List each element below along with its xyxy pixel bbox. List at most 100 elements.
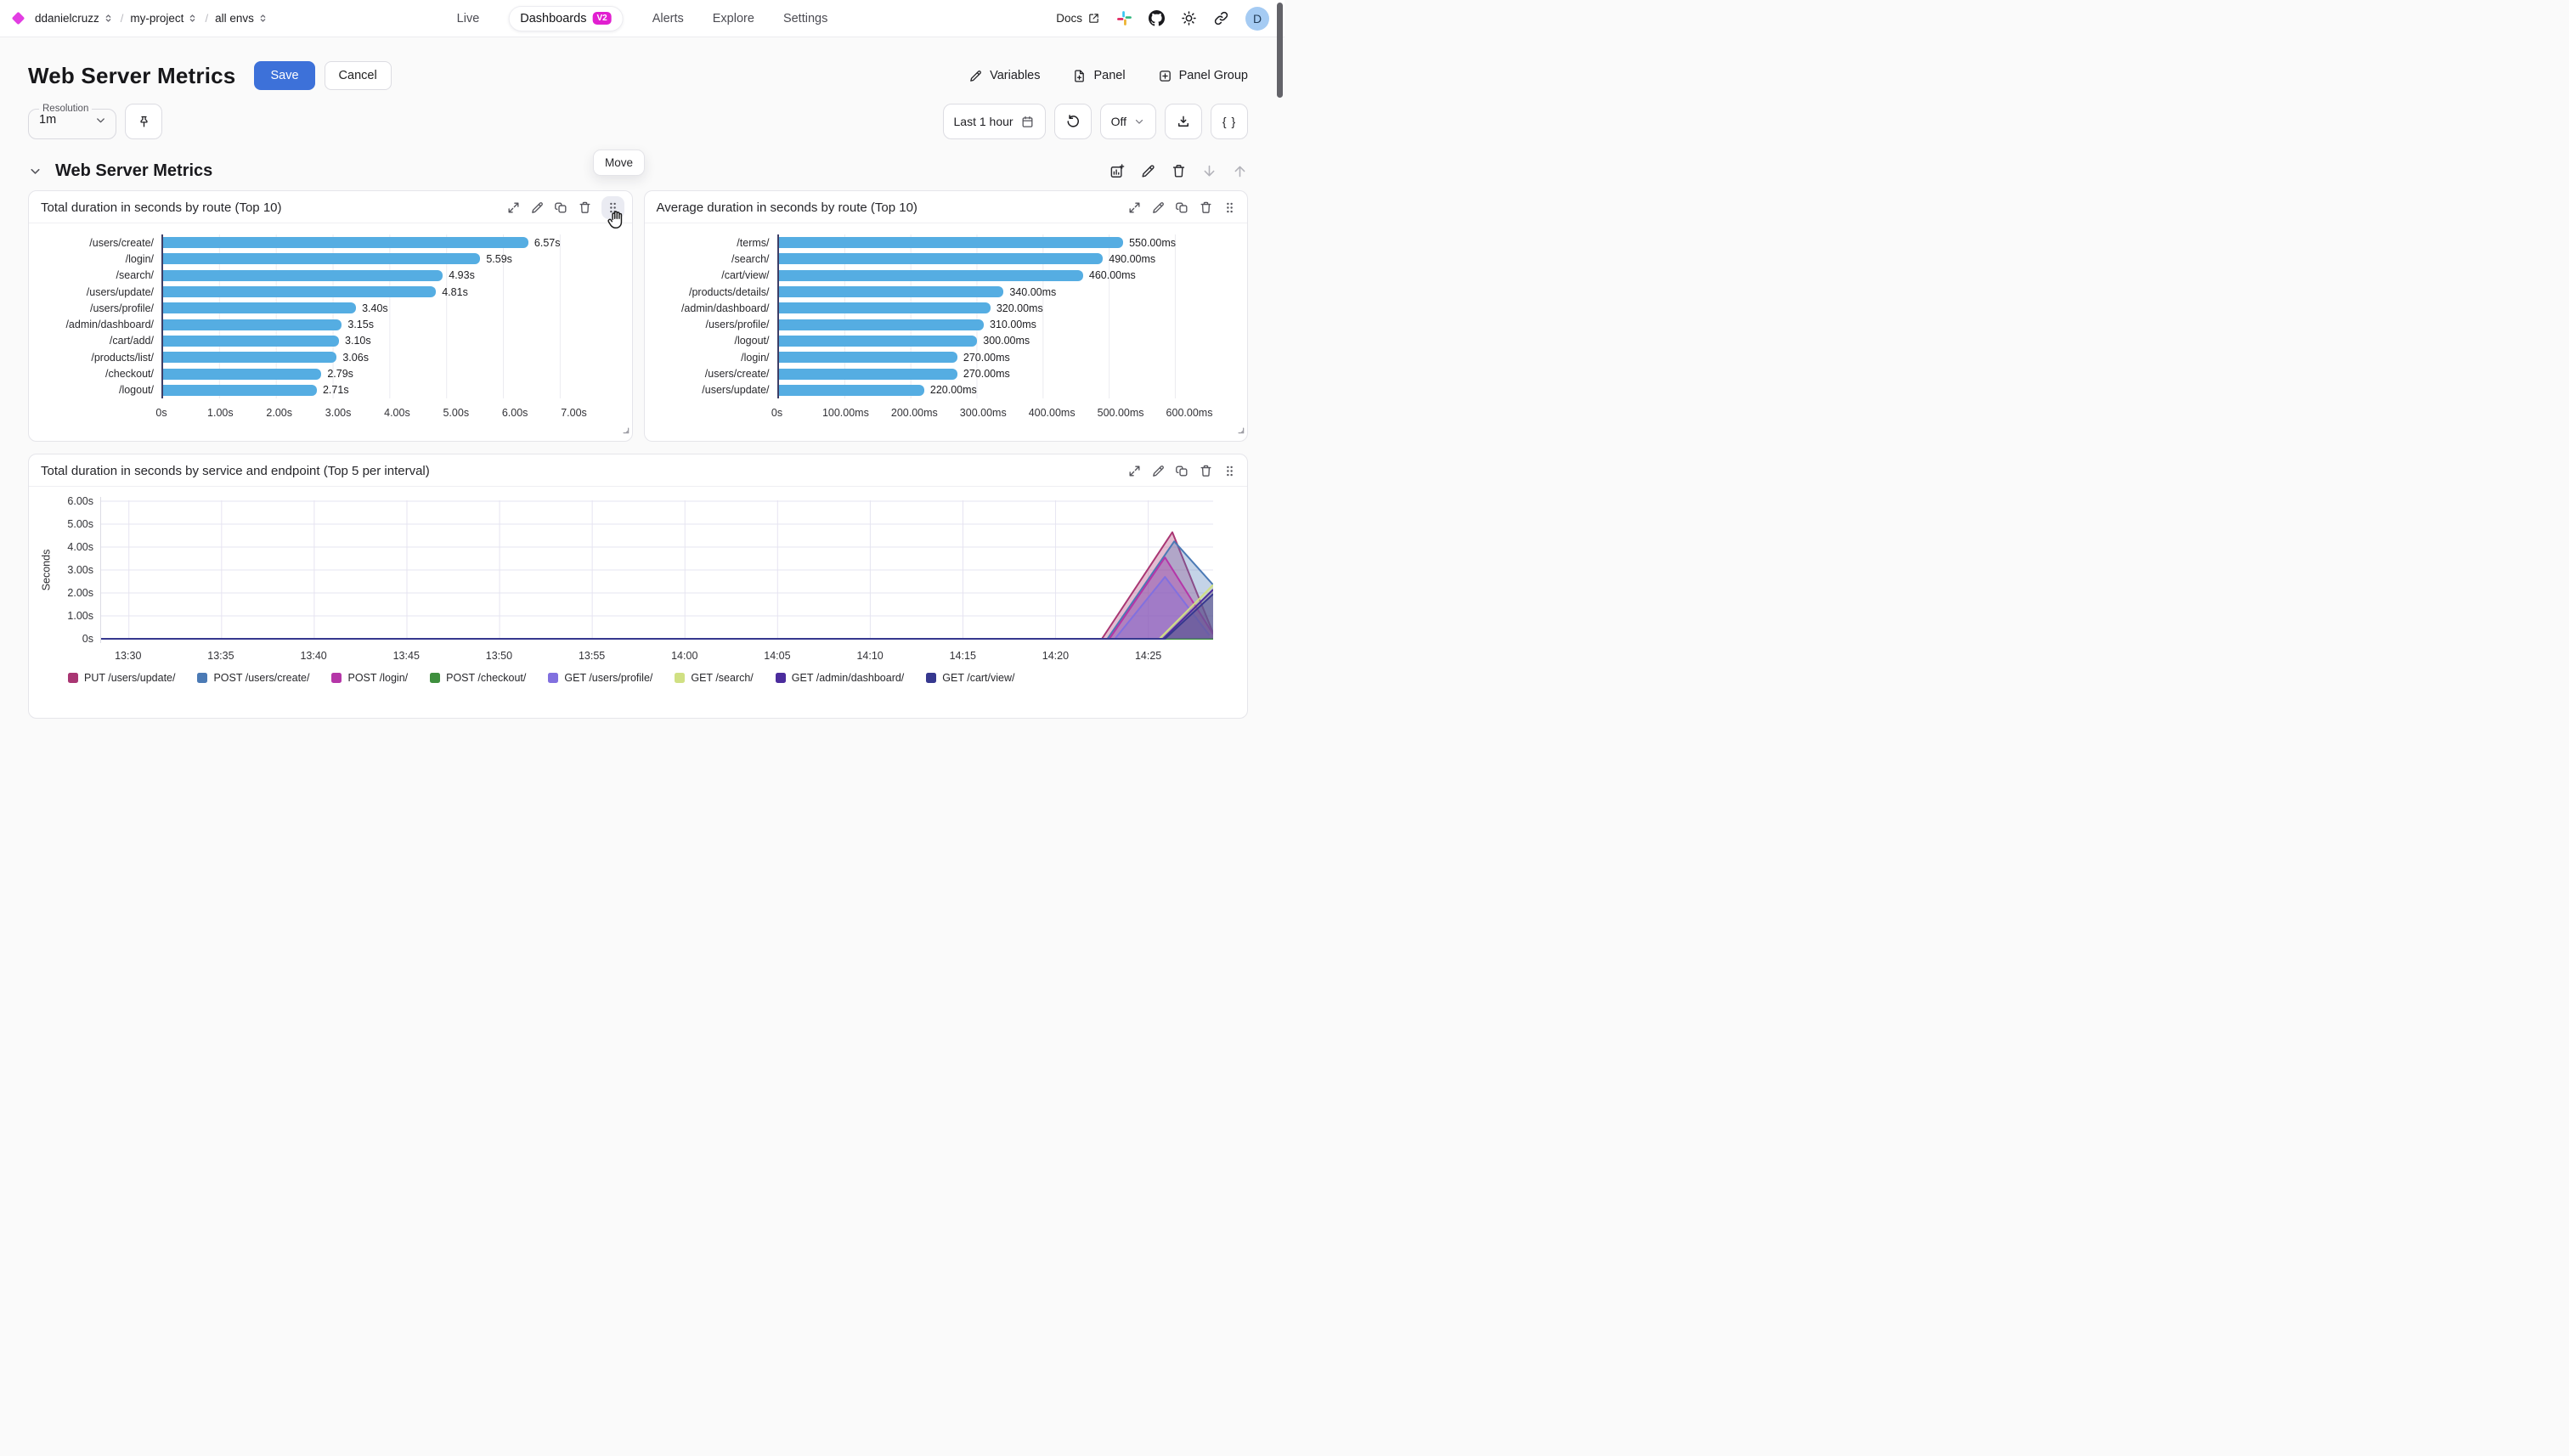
edit-panel-icon[interactable] xyxy=(530,200,545,215)
edit-panel-icon[interactable] xyxy=(1151,464,1166,478)
expand-icon[interactable] xyxy=(1127,200,1142,215)
legend-item[interactable]: GET /search/ xyxy=(675,672,754,684)
bar-category-label: /admin/dashboard/ xyxy=(680,302,770,314)
bar[interactable] xyxy=(163,286,437,298)
pin-resolution-button[interactable] xyxy=(125,104,162,139)
resize-corner-icon[interactable] xyxy=(1235,423,1245,438)
legend-item[interactable]: PUT /users/update/ xyxy=(68,672,175,684)
bar[interactable] xyxy=(163,335,340,347)
tab-live[interactable]: Live xyxy=(456,11,480,25)
breadcrumb-org[interactable]: ddanielcruzz xyxy=(35,12,114,25)
duplicate-panel-icon[interactable] xyxy=(554,200,568,215)
delete-panel-icon[interactable] xyxy=(1199,200,1213,215)
bar[interactable] xyxy=(778,368,957,380)
move-group-down-icon[interactable] xyxy=(1201,163,1217,179)
bar[interactable] xyxy=(163,237,528,249)
bar-row: 490.00ms xyxy=(778,251,1177,267)
github-icon[interactable] xyxy=(1149,10,1165,26)
legend-item[interactable]: GET /cart/view/ xyxy=(926,672,1015,684)
refresh-icon xyxy=(1065,114,1081,129)
duplicate-panel-icon[interactable] xyxy=(1175,200,1189,215)
bar[interactable] xyxy=(778,319,985,330)
x-axis-tick-label: 6.00s xyxy=(501,407,528,419)
live-refresh-select[interactable]: Off xyxy=(1099,104,1156,139)
tab-settings[interactable]: Settings xyxy=(782,11,828,25)
download-button[interactable] xyxy=(1165,104,1202,139)
bar[interactable] xyxy=(163,269,443,281)
expand-icon[interactable] xyxy=(506,200,521,215)
bar-value-label: 2.79s xyxy=(327,368,353,381)
bar-category-label: /cart/view/ xyxy=(721,269,770,282)
panel-header: Total duration in seconds by route (Top … xyxy=(29,191,632,229)
bar[interactable] xyxy=(778,335,978,347)
link-icon[interactable] xyxy=(1213,10,1229,26)
bar[interactable] xyxy=(778,253,1104,265)
toolbar-right: Last 1 hour Off { } xyxy=(942,104,1248,139)
move-group-up-icon[interactable] xyxy=(1232,163,1248,179)
save-button[interactable]: Save xyxy=(254,61,315,90)
breadcrumb-project[interactable]: my-project xyxy=(130,12,198,25)
drag-handle-icon[interactable] xyxy=(1222,200,1237,215)
page-scrollbar-thumb[interactable] xyxy=(1277,3,1283,98)
bar[interactable] xyxy=(778,237,1124,249)
x-axis-tick-label: 14:25 xyxy=(1134,650,1162,662)
refresh-button[interactable] xyxy=(1053,104,1092,139)
legend-item[interactable]: POST /login/ xyxy=(331,672,408,684)
bar-category-label: /logout/ xyxy=(734,335,770,347)
bar[interactable] xyxy=(163,384,317,396)
legend-item[interactable]: POST /checkout/ xyxy=(430,672,526,684)
bar[interactable] xyxy=(163,302,357,314)
sun-icon[interactable] xyxy=(1181,10,1197,26)
x-axis-tick-label: 3.00s xyxy=(325,407,352,419)
bar[interactable] xyxy=(778,269,1083,281)
resize-corner-icon[interactable] xyxy=(620,423,630,438)
expand-icon[interactable] xyxy=(1127,464,1142,478)
bar-row: 310.00ms xyxy=(778,316,1177,332)
x-axis-tick-label: 5.00s xyxy=(443,407,470,419)
add-chart-icon[interactable] xyxy=(1109,163,1126,179)
breadcrumb-env-label: all envs xyxy=(215,12,254,25)
legend-item[interactable]: POST /users/create/ xyxy=(197,672,309,684)
bar[interactable] xyxy=(163,352,337,364)
breadcrumb-env[interactable]: all envs xyxy=(215,12,268,25)
edit-group-icon[interactable] xyxy=(1140,163,1156,179)
variables-button[interactable]: Variables xyxy=(968,69,1040,83)
delete-panel-icon[interactable] xyxy=(1199,464,1213,478)
bar[interactable] xyxy=(163,368,322,380)
time-range-button[interactable]: Last 1 hour xyxy=(942,104,1046,139)
bar[interactable] xyxy=(778,302,991,314)
bar[interactable] xyxy=(778,286,1004,298)
bar-category-label: /search/ xyxy=(116,269,154,282)
slack-icon[interactable] xyxy=(1116,10,1132,26)
resolution-select[interactable]: Resolution 1m xyxy=(28,104,116,139)
bar-value-label: 460.00ms xyxy=(1088,269,1136,282)
bar[interactable] xyxy=(778,384,924,396)
json-button[interactable]: { } xyxy=(1211,104,1248,139)
duplicate-panel-icon[interactable] xyxy=(1175,464,1189,478)
bar[interactable] xyxy=(163,319,342,330)
collapse-chevron-icon[interactable] xyxy=(28,164,42,178)
add-panel-group-button[interactable]: Panel Group xyxy=(1158,69,1248,83)
drag-handle-icon[interactable] xyxy=(1222,464,1237,478)
pin-icon xyxy=(137,115,151,129)
bar-row: 4.81s xyxy=(163,284,561,300)
delete-group-icon[interactable] xyxy=(1171,163,1187,179)
legend-item[interactable]: GET /users/profile/ xyxy=(548,672,652,684)
time-plot-area[interactable] xyxy=(100,497,1213,643)
drag-handle-icon[interactable] xyxy=(601,196,624,229)
add-panel-button[interactable]: Panel xyxy=(1072,69,1126,83)
legend-label: GET /cart/view/ xyxy=(942,672,1015,684)
panel-duration-by-service-endpoint: Total duration in seconds by service and… xyxy=(28,454,1248,719)
bar[interactable] xyxy=(778,352,957,364)
user-avatar[interactable]: D xyxy=(1245,6,1269,31)
breadcrumb-separator: / xyxy=(205,12,209,25)
cancel-button[interactable]: Cancel xyxy=(324,61,392,90)
legend-item[interactable]: GET /admin/dashboard/ xyxy=(775,672,904,684)
tab-explore[interactable]: Explore xyxy=(712,11,754,25)
tab-dashboards[interactable]: Dashboards V2 xyxy=(508,5,624,31)
docs-link[interactable]: Docs xyxy=(1056,12,1100,25)
bar[interactable] xyxy=(163,253,481,265)
edit-panel-icon[interactable] xyxy=(1151,200,1166,215)
delete-panel-icon[interactable] xyxy=(578,200,592,215)
tab-alerts[interactable]: Alerts xyxy=(652,11,684,25)
